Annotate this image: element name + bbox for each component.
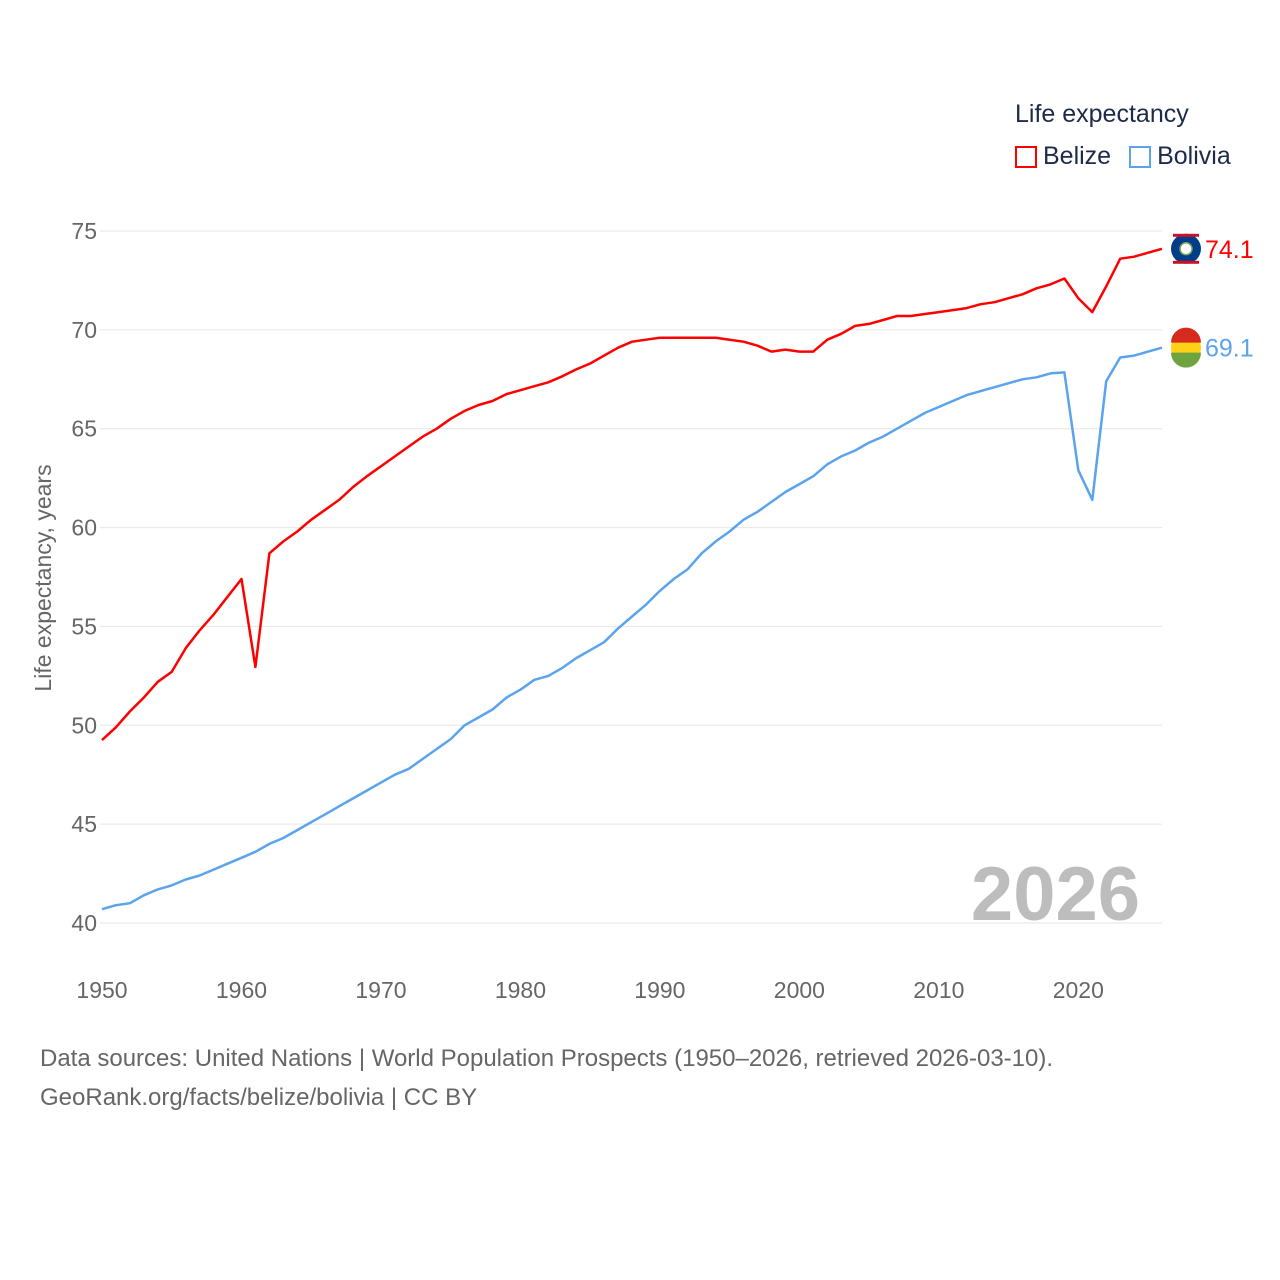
end-label-belize: 74.1	[1205, 236, 1254, 264]
series-line-bolivia	[101, 346, 1163, 911]
x-tick-label: 1970	[355, 977, 406, 1003]
end-label-bolivia: 69.1	[1205, 335, 1254, 363]
bolivia-flag-green	[1171, 352, 1201, 368]
x-tick-label: 1960	[216, 977, 267, 1003]
belize-flag-stripe	[1173, 260, 1199, 264]
y-tick-label: 60	[71, 515, 97, 541]
legend-label-belize: Belize	[1043, 142, 1112, 170]
x-tick-label: 2000	[774, 977, 825, 1003]
belize-flag-emblem	[1179, 242, 1193, 256]
legend: Belize Bolivia	[1015, 142, 1231, 171]
legend-item-belize[interactable]: Belize	[1015, 142, 1111, 171]
y-tick-label: 45	[71, 811, 97, 837]
legend-title: Life expectancy	[1015, 100, 1189, 128]
legend-swatch-bolivia	[1129, 145, 1152, 168]
x-tick-label: 1950	[76, 977, 127, 1003]
legend-label-bolivia: Bolivia	[1157, 142, 1231, 170]
year-watermark: 2026	[971, 852, 1140, 937]
belize-flag-stripe	[1173, 233, 1199, 237]
series-line-belize	[101, 247, 1163, 742]
bolivia-flag-red	[1171, 327, 1201, 343]
x-tick-label: 2020	[1053, 977, 1104, 1003]
source-link[interactable]: GeoRank.org/facts/belize/bolivia | CC BY	[40, 1084, 478, 1111]
y-axis-title: Life expectancy, years	[30, 464, 56, 691]
x-tick-label: 1980	[495, 977, 546, 1003]
y-tick-label: 70	[71, 317, 97, 343]
x-tick-label: 2010	[913, 977, 964, 1003]
y-tick-label: 40	[71, 910, 97, 936]
y-tick-label: 55	[71, 613, 97, 639]
y-tick-label: 50	[71, 712, 97, 738]
y-tick-label: 75	[71, 218, 97, 244]
data-sources: Data sources: United Nations | World Pop…	[40, 1045, 1054, 1072]
y-tick-label: 65	[71, 416, 97, 442]
legend-swatch-belize	[1015, 145, 1037, 168]
x-tick-label: 1990	[634, 977, 685, 1003]
legend-item-bolivia[interactable]: Bolivia	[1129, 142, 1231, 171]
